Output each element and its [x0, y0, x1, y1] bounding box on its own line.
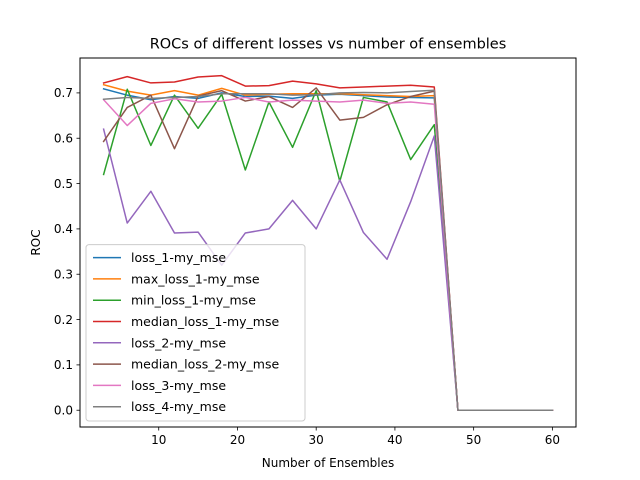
y-tick-label: 0.3: [54, 268, 73, 282]
legend-box: [85, 244, 306, 422]
x-axis-label: Number of Ensembles: [262, 456, 395, 470]
y-tick-label: 0.2: [54, 313, 73, 327]
chart-title: ROCs of different losses vs number of en…: [150, 37, 507, 53]
y-tick-label: 0.6: [54, 132, 73, 146]
legend-entry-label: min_loss_1-my_mse: [131, 293, 256, 308]
x-tick-label: 50: [466, 433, 481, 447]
y-tick-label: 0.5: [54, 177, 73, 191]
y-axis: 0.0 0.1 0.2 0.3 0.4 0.5 0.6 0.7: [54, 86, 80, 418]
x-tick-label: 10: [151, 433, 166, 447]
legend-entry-label: median_loss_1-my_mse: [131, 314, 279, 329]
y-axis-label: ROC: [29, 229, 43, 255]
legend-entry-label: max_loss_1-my_mse: [131, 271, 260, 286]
series-line-8: [102, 89, 554, 411]
y-tick-label: 0.4: [54, 222, 73, 236]
x-axis: 10 20 30 40 50 60: [151, 427, 560, 447]
x-tick-label: 60: [545, 433, 560, 447]
legend-entry-label: median_loss_2-my_mse: [131, 357, 279, 372]
legend-entry-label: loss_3-my_mse: [131, 378, 226, 393]
y-tick-label: 0.7: [54, 86, 73, 100]
legend-entry-label: loss_4-my_mse: [131, 399, 226, 414]
plot-area: [102, 74, 554, 411]
x-tick-label: 20: [230, 433, 245, 447]
x-tick-label: 30: [309, 433, 324, 447]
legend-entry-label: loss_2-my_mse: [131, 335, 226, 350]
legend: loss_1-my_mse max_loss_1-my_mse min_loss_1…: [85, 244, 306, 422]
x-tick-label: 40: [387, 433, 402, 447]
legend-entry-label: loss_1-my_mse: [131, 250, 226, 265]
y-tick-label: 0.0: [54, 404, 73, 418]
y-tick-label: 0.1: [54, 358, 73, 372]
axes-frame: [79, 57, 577, 428]
